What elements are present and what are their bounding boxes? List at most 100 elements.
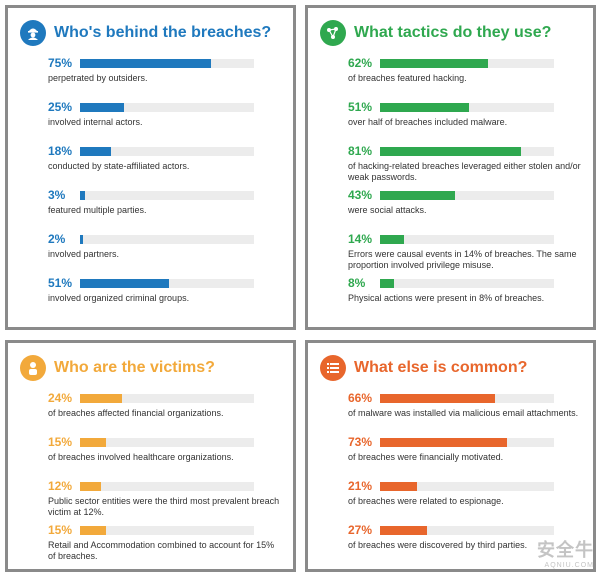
bar-track <box>80 393 254 403</box>
stat-description: conducted by state-affiliated actors. <box>48 161 190 171</box>
stat-percent: 3% <box>48 188 66 202</box>
stat-row: 24% <box>48 391 281 405</box>
bar-track <box>380 278 554 288</box>
bar-fill <box>80 481 101 491</box>
stat-item: 66% of malware was installed via maliciou… <box>320 391 581 435</box>
bar-track <box>380 393 554 403</box>
stat-description: Physical actions were present in 8% of b… <box>348 293 545 303</box>
bar-track <box>80 278 254 288</box>
stat-description: involved organized criminal groups. <box>48 293 190 303</box>
bar-fill <box>80 234 84 244</box>
stat-percent: 66% <box>348 391 373 405</box>
stat-description: perpetrated by outsiders. <box>48 73 148 83</box>
stat-list: 62% of breaches featured hacking. 51% over … <box>320 56 581 320</box>
panel-tactics: What tactics do they use? 62% of breaches… <box>305 5 596 330</box>
stat-description: were social attacks. <box>348 205 427 215</box>
stat-description: of breaches featured hacking. <box>348 73 467 83</box>
stat-percent: 43% <box>348 188 373 202</box>
stat-description: of breaches affected financial organizat… <box>48 408 224 418</box>
stat-item: 81% of hacking-related breaches leveraged… <box>320 144 581 188</box>
bar-track <box>380 190 554 200</box>
stat-row: 25% <box>48 100 281 114</box>
stat-percent: 8% <box>348 276 366 290</box>
bar-fill <box>380 58 488 68</box>
bar-track <box>80 437 254 447</box>
stat-item: 25% involved internal actors. <box>20 100 281 144</box>
stat-list: 66% of malware was installed via maliciou… <box>320 391 581 567</box>
stat-percent: 21% <box>348 479 373 493</box>
stat-item: 21% of breaches were related to espionage… <box>320 479 581 523</box>
bar-fill <box>380 278 394 288</box>
stat-description: of breaches were financially motivated. <box>348 452 504 462</box>
stat-row: 15% <box>48 523 281 537</box>
bar-track <box>380 437 554 447</box>
bar-fill <box>380 393 495 403</box>
stat-percent: 51% <box>348 100 373 114</box>
bar-track <box>380 58 554 68</box>
stat-item: 43% were social attacks. <box>320 188 581 232</box>
panel-title: What else is common? <box>354 359 528 376</box>
panel-victims: Who are the victims? 24% of breaches affe… <box>5 340 296 572</box>
stat-list: 75% perpetrated by outsiders. 25% involved … <box>20 56 281 320</box>
stat-description: Errors were causal events in 14% of brea… <box>348 249 577 270</box>
stat-row: 51% <box>348 100 581 114</box>
bar-fill <box>380 234 405 244</box>
list-icon <box>320 355 346 381</box>
bar-fill <box>80 58 211 68</box>
stat-row: 15% <box>48 435 281 449</box>
bar-track <box>80 481 254 491</box>
stat-row: 66% <box>348 391 581 405</box>
stat-list: 24% of breaches affected financial organi… <box>20 391 281 567</box>
stat-percent: 73% <box>348 435 373 449</box>
bar-fill <box>380 481 417 491</box>
stat-description: of breaches involved healthcare organiza… <box>48 452 234 462</box>
panel-title: Who's behind the breaches? <box>54 24 272 41</box>
stat-item: 62% of breaches featured hacking. <box>320 56 581 100</box>
stat-item: 24% of breaches affected financial organi… <box>20 391 281 435</box>
bar-fill <box>380 437 508 447</box>
stat-item: 75% perpetrated by outsiders. <box>20 56 281 100</box>
stat-percent: 14% <box>348 232 373 246</box>
stat-item: 8% Physical actions were present in 8% of… <box>320 276 581 320</box>
stat-item: 73% of breaches were financially motivate… <box>320 435 581 479</box>
bar-track <box>80 102 254 112</box>
stat-item: 18% conducted by state-affiliated actors. <box>20 144 281 188</box>
bar-fill <box>80 190 86 200</box>
stat-row: 12% <box>48 479 281 493</box>
stat-percent: 51% <box>48 276 73 290</box>
bar-track <box>380 234 554 244</box>
stat-item: 51% over half of breaches included malwar… <box>320 100 581 144</box>
stat-percent: 75% <box>48 56 73 70</box>
stat-item: 15% of breaches involved healthcare organ… <box>20 435 281 479</box>
stat-item: 2% involved partners. <box>20 232 281 276</box>
bar-track <box>80 525 254 535</box>
stat-item: 27% of breaches were discovered by third … <box>320 523 581 567</box>
stat-percent: 25% <box>48 100 73 114</box>
panel-title: Who are the victims? <box>54 359 215 376</box>
stat-percent: 81% <box>348 144 373 158</box>
stat-row: 18% <box>48 144 281 158</box>
stat-percent: 62% <box>348 56 373 70</box>
person-icon <box>20 20 46 46</box>
stat-row: 75% <box>48 56 281 70</box>
stat-item: 51% involved organized criminal groups. <box>20 276 281 320</box>
stat-percent: 18% <box>48 144 73 158</box>
stat-percent: 15% <box>48 523 73 537</box>
stat-item: 15% Retail and Accommodation combined to … <box>20 523 281 567</box>
bar-fill <box>80 437 107 447</box>
stat-row: 3% <box>48 188 281 202</box>
bar-track <box>380 481 554 491</box>
stat-item: 3% featured multiple parties. <box>20 188 281 232</box>
stat-description: Public sector entities were the third mo… <box>48 496 280 517</box>
panel-header: What else is common? <box>320 353 581 383</box>
stat-row: 51% <box>48 276 281 290</box>
panel-common: What else is common? 66% of malware was i… <box>305 340 596 572</box>
bar-track <box>80 234 254 244</box>
bar-fill <box>380 146 521 156</box>
bar-track <box>80 58 254 68</box>
panel-header: What tactics do they use? <box>320 18 581 48</box>
bar-track <box>380 146 554 156</box>
stat-description: of breaches were related to espionage. <box>348 496 504 506</box>
bar-fill <box>380 102 469 112</box>
panel-actors: Who's behind the breaches? 75% perpetrate… <box>5 5 296 330</box>
